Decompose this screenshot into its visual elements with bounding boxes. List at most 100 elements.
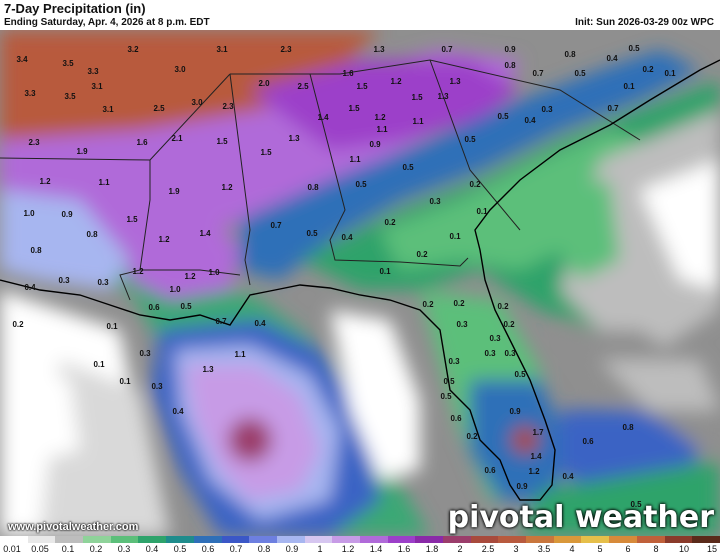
precip-value-label: 1.0 — [169, 285, 181, 294]
precip-value-label: 0.8 — [564, 50, 576, 59]
state-borders — [0, 59, 641, 301]
precip-value-label: 1.4 — [530, 452, 542, 461]
precip-value-label: 1.9 — [168, 187, 180, 196]
precip-value-label: 0.5 — [497, 112, 509, 121]
color-legend: 0.01 0.05 0.1 0.2 0.3 0.4 0.5 0.6 0.7 0.8 0.9 1 1.2 1… — [0, 536, 720, 556]
precip-value-label: 0.5 — [443, 377, 455, 386]
precip-value-label: 2.3 — [280, 45, 292, 54]
precip-value-label: 0.2 — [12, 320, 24, 329]
legend-tick-label: 1.4 — [369, 544, 383, 554]
precip-value-label: 3.1 — [102, 105, 114, 114]
precip-value-label: 0.6 — [148, 303, 160, 312]
precip-value-label: 3.1 — [216, 45, 228, 54]
precip-value-label: 1.9 — [76, 147, 88, 156]
legend-swatch — [553, 536, 582, 543]
precip-value-label: 0.8 — [622, 423, 634, 432]
precip-value-label: 1.4 — [199, 229, 211, 238]
precip-value-label: 1.2 — [132, 267, 144, 276]
precip-value-label: 0.5 — [440, 392, 452, 401]
precip-value-label: 1.5 — [260, 148, 272, 157]
precip-value-label: 2.3 — [222, 102, 234, 111]
precip-value-label: 3.3 — [87, 67, 99, 76]
legend-swatch — [526, 536, 554, 543]
precip-value-label: 0.4 — [172, 407, 184, 416]
precip-value-label: 0.3 — [541, 105, 553, 114]
legend-swatch — [664, 536, 693, 543]
legend-tick-label: 5 — [597, 544, 603, 554]
map-value-labels: 3.4 3.5 3.2 3.1 2.3 3.3 3.1 3.0 3.3 3.5 2.0 2.5 1.3 0… — [12, 44, 676, 509]
precip-value-label: 0.3 — [484, 349, 496, 358]
precip-value-label: 0.5 — [180, 302, 192, 311]
precip-value-label: 0.4 — [341, 233, 353, 242]
legend-tick-label: 1.2 — [341, 544, 355, 554]
legend-swatch — [332, 536, 360, 543]
precip-value-label: 0.7 — [270, 221, 282, 230]
precip-value-label: 1.5 — [216, 137, 228, 146]
precip-value-label: 1.5 — [356, 82, 368, 91]
legend-swatch — [359, 536, 388, 543]
legend-tick-label: 0.6 — [201, 544, 215, 554]
precip-value-label: 0.2 — [384, 218, 396, 227]
precip-value-label: 0.5 — [628, 44, 640, 53]
precip-value-label: 1.4 — [317, 113, 329, 122]
watermark-url: www.pivotalweather.com — [8, 521, 139, 533]
precip-value-label: 0.1 — [106, 322, 118, 331]
precip-value-label: 1.1 — [376, 125, 388, 134]
precip-value-label: 0.5 — [355, 180, 367, 189]
legend-tick-label: 15 — [706, 544, 718, 554]
precip-value-label: 1.0 — [23, 209, 35, 218]
precip-value-label: 0.9 — [369, 140, 381, 149]
precip-value-label: 1.3 — [288, 134, 300, 143]
brand-logo: pivotal weather — [447, 500, 714, 535]
precip-value-label: 1.3 — [437, 92, 449, 101]
precip-value-label: 0.4 — [562, 472, 574, 481]
precip-value-label: 1.2 — [158, 235, 170, 244]
precip-value-label: 0.3 — [504, 349, 516, 358]
precip-field — [0, 30, 720, 536]
precip-value-label: 0.8 — [86, 230, 98, 239]
precip-value-label: 0.2 — [466, 432, 478, 441]
precip-value-label: 0.5 — [402, 163, 414, 172]
precip-value-label: 0.2 — [503, 320, 515, 329]
precip-value-label: 1.1 — [349, 155, 361, 164]
precip-value-label: 1.5 — [126, 215, 138, 224]
precip-value-label: 0.7 — [215, 317, 227, 326]
precip-value-label: 1.2 — [390, 77, 402, 86]
legend-tick-label: 0.9 — [285, 544, 299, 554]
legend-swatch — [470, 536, 499, 543]
legend-swatch — [443, 536, 471, 543]
precip-value-label: 0.6 — [450, 414, 462, 423]
legend-swatch — [193, 536, 222, 543]
legend-swatch — [110, 536, 139, 543]
precip-value-label: 0.1 — [379, 267, 391, 276]
legend-swatch — [636, 536, 665, 543]
legend-tick-label: 4 — [569, 544, 575, 554]
precip-value-label: 0.4 — [254, 319, 266, 328]
init-time: Init: Sun 2026-03-29 00z WPC — [575, 17, 714, 28]
precip-value-label: 0.4 — [24, 283, 36, 292]
legend-tick-label: 1.6 — [397, 544, 411, 554]
precip-value-label: 1.1 — [412, 117, 424, 126]
precip-value-label: 2.3 — [28, 138, 40, 147]
precip-value-label: 0.8 — [30, 246, 42, 255]
precip-value-label: 0.5 — [514, 370, 526, 379]
legend-tick-label: 1.8 — [425, 544, 439, 554]
legend-tick-label: 0.2 — [89, 544, 103, 554]
precip-value-label: 0.9 — [504, 45, 516, 54]
precip-value-label: 3.0 — [191, 98, 203, 107]
valid-time: Ending Saturday, Apr. 4, 2026 at 8 p.m. … — [4, 17, 210, 28]
precip-value-label: 0.4 — [524, 116, 536, 125]
legend-tick-label: 0.4 — [145, 544, 159, 554]
precip-value-label: 0.1 — [664, 69, 676, 78]
legend-tick-label: 1 — [317, 544, 323, 554]
legend-swatch — [138, 536, 167, 543]
precip-value-label: 1.5 — [348, 104, 360, 113]
precip-value-label: 0.1 — [119, 377, 131, 386]
precip-value-label: 0.5 — [574, 69, 586, 78]
precip-value-label: 2.0 — [258, 79, 270, 88]
precip-value-label: 1.2 — [374, 113, 386, 122]
legend-swatch — [0, 536, 28, 543]
legend-tick-label: 3 — [513, 544, 519, 554]
precip-value-label: 0.5 — [306, 229, 318, 238]
